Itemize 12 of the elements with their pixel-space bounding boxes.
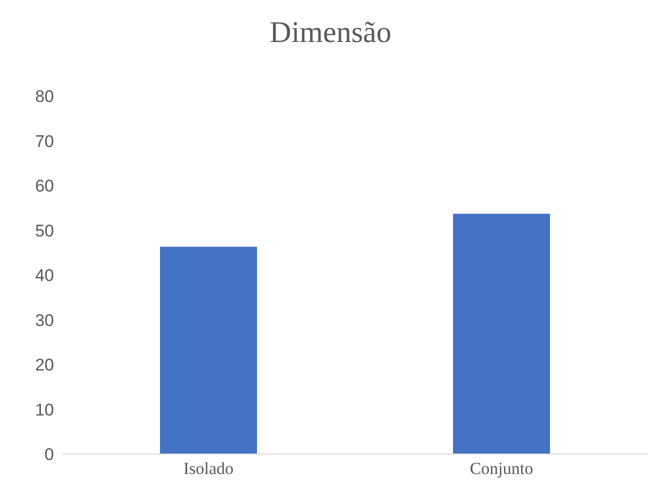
chart-title: Dimensão bbox=[268, 16, 392, 50]
y-tick-label: 0 bbox=[44, 445, 54, 464]
y-tick-label: 80 bbox=[35, 87, 54, 106]
y-tick-label: 70 bbox=[35, 132, 54, 151]
y-tick-label: 60 bbox=[35, 176, 54, 196]
y-tick-label: 10 bbox=[35, 400, 54, 420]
y-tick-label: 20 bbox=[35, 356, 54, 375]
y-tick-label: 40 bbox=[35, 266, 54, 286]
y-tick-label: 50 bbox=[35, 221, 54, 240]
x-tick-label: Conjunto bbox=[470, 459, 534, 478]
y-tick-label: 30 bbox=[35, 310, 54, 330]
x-tick-label: Isolado bbox=[183, 459, 234, 478]
